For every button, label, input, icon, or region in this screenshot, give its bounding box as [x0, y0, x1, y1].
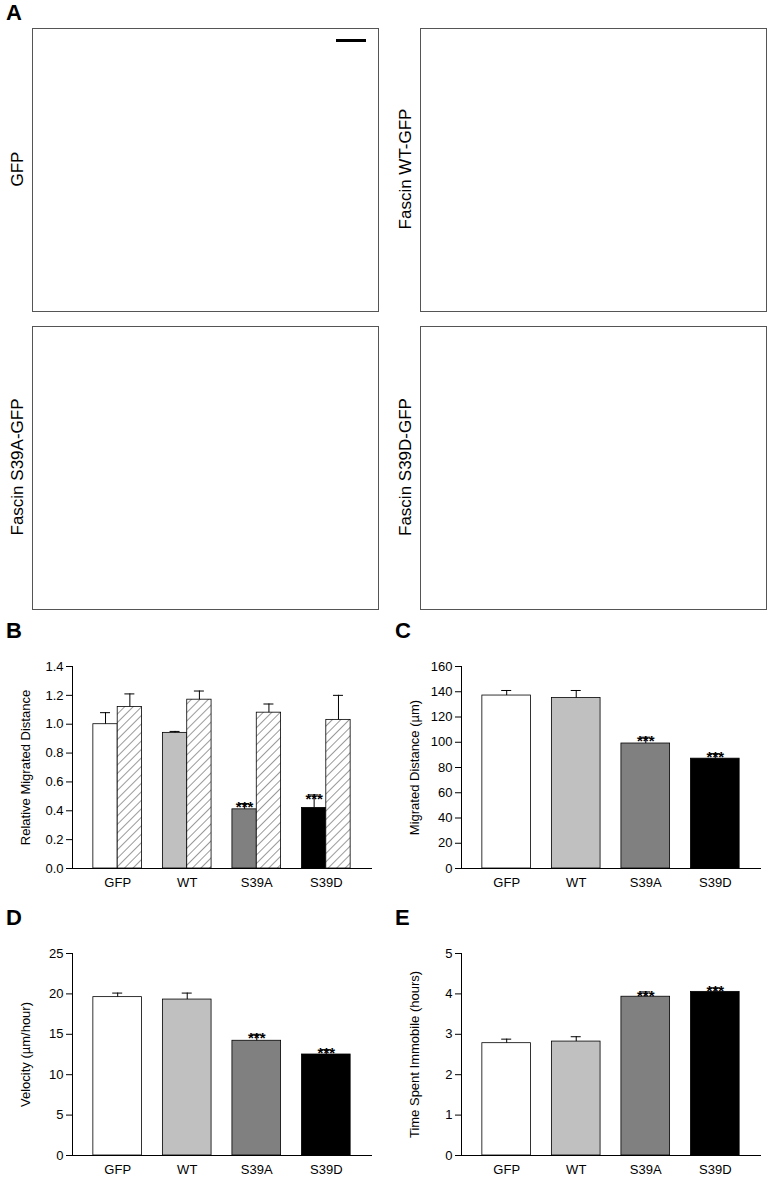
html-text:B: B	[6, 618, 22, 643]
html-text:D: D	[6, 905, 22, 930]
svg-text:80: 80	[438, 760, 452, 775]
svg-text:WT: WT	[177, 875, 197, 890]
svg-text:GFP: GFP	[493, 1162, 520, 1177]
svg-text:WT: WT	[177, 1162, 197, 1177]
svg-text:3: 3	[445, 1026, 452, 1041]
html-text:Fascin S39A-GFP: Fascin S39A-GFP	[8, 398, 27, 536]
svg-text:S39A: S39A	[241, 875, 273, 890]
svg-text:***: ***	[707, 982, 725, 999]
html-text:Fascin S39D-GFP: Fascin S39D-GFP	[396, 398, 415, 536]
svg-text:120: 120	[431, 709, 453, 724]
svg-text:S39A: S39A	[241, 1162, 273, 1177]
svg-text:0: 0	[445, 861, 452, 876]
svg-text:1.0: 1.0	[45, 716, 63, 731]
svg-text:140: 140	[431, 684, 453, 699]
svg-text:1: 1	[445, 1107, 452, 1122]
svg-text:Velocity (µm/hour): Velocity (µm/hour)	[18, 1002, 33, 1107]
svg-text:5: 5	[445, 946, 452, 961]
svg-text:Migrated Distance (µm): Migrated Distance (µm)	[407, 700, 422, 835]
svg-text:40: 40	[438, 810, 452, 825]
svg-text:1.4: 1.4	[45, 659, 63, 674]
svg-text:0.4: 0.4	[45, 803, 63, 818]
svg-text:Time Spent Immobile (hours): Time Spent Immobile (hours)	[407, 971, 422, 1138]
svg-text:4: 4	[445, 986, 452, 1001]
html-text:GFP: GFP	[8, 151, 27, 187]
svg-text:60: 60	[438, 785, 452, 800]
svg-text:1.2: 1.2	[45, 688, 63, 703]
svg-text:0.8: 0.8	[45, 745, 63, 760]
svg-text:S39D: S39D	[310, 875, 343, 890]
svg-text:S39D: S39D	[699, 875, 732, 890]
svg-text:***: ***	[707, 748, 725, 765]
svg-text:***: ***	[318, 1044, 336, 1061]
html-text:A: A	[6, 0, 22, 25]
svg-text:0.0: 0.0	[45, 861, 63, 876]
svg-text:0.2: 0.2	[45, 832, 63, 847]
svg-text:100: 100	[431, 734, 453, 749]
svg-text:0: 0	[56, 1148, 63, 1163]
html-text:C: C	[395, 618, 411, 643]
svg-text:***: ***	[637, 987, 655, 1004]
html-text:E: E	[395, 905, 410, 930]
svg-text:S39D: S39D	[310, 1162, 343, 1177]
svg-text:WT: WT	[566, 875, 586, 890]
svg-text:S39A: S39A	[630, 1162, 662, 1177]
svg-text:20: 20	[49, 986, 63, 1001]
svg-text:***: ***	[637, 732, 655, 749]
html-text:Fascin WT-GFP: Fascin WT-GFP	[396, 108, 415, 230]
svg-text:Relative Migrated Distance: Relative Migrated Distance	[18, 690, 33, 845]
svg-text:5: 5	[56, 1107, 63, 1122]
svg-text:GFP: GFP	[104, 875, 131, 890]
svg-text:20: 20	[438, 835, 452, 850]
svg-text:0.6: 0.6	[45, 774, 63, 789]
svg-text:160: 160	[431, 659, 453, 674]
svg-text:25: 25	[49, 946, 63, 961]
svg-text:WT: WT	[566, 1162, 586, 1177]
svg-text:***: ***	[305, 790, 323, 807]
svg-text:GFP: GFP	[104, 1162, 131, 1177]
svg-text:S39D: S39D	[699, 1162, 732, 1177]
svg-text:10: 10	[49, 1067, 63, 1082]
svg-text:***: ***	[248, 1029, 266, 1046]
svg-text:***: ***	[236, 798, 254, 815]
svg-text:2: 2	[445, 1067, 452, 1082]
svg-text:0: 0	[445, 1148, 452, 1163]
svg-text:S39A: S39A	[630, 875, 662, 890]
svg-text:GFP: GFP	[493, 875, 520, 890]
svg-text:15: 15	[49, 1026, 63, 1041]
